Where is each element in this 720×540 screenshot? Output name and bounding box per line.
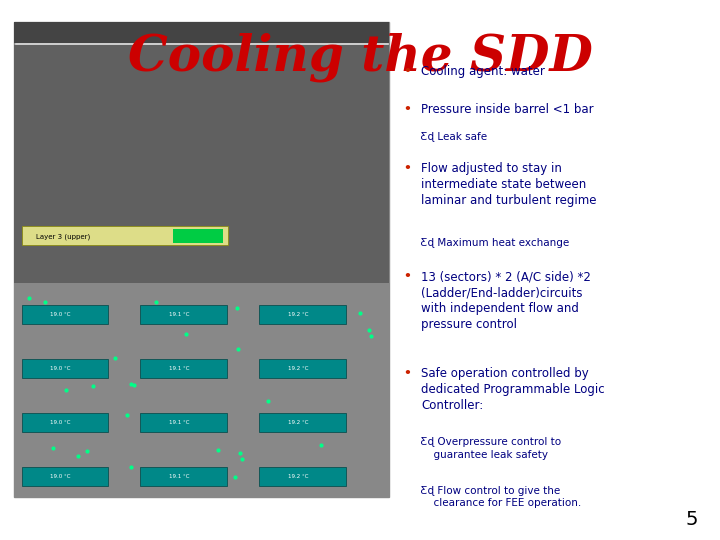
Text: 19.2 °C: 19.2 °C (288, 312, 308, 317)
FancyBboxPatch shape (259, 413, 346, 432)
Text: 19.1 °C: 19.1 °C (169, 366, 189, 371)
FancyBboxPatch shape (140, 413, 227, 432)
Text: 19.0 °C: 19.0 °C (50, 366, 71, 371)
FancyBboxPatch shape (259, 305, 346, 324)
Text: 19.2 °C: 19.2 °C (288, 420, 308, 425)
FancyBboxPatch shape (259, 359, 346, 378)
Text: Cooling the SDD: Cooling the SDD (127, 32, 593, 82)
FancyBboxPatch shape (259, 467, 346, 486)
Text: Ƹɖ Overpressure control to
      guarantee leak safety: Ƹɖ Overpressure control to guarantee lea… (414, 437, 561, 460)
FancyBboxPatch shape (14, 22, 389, 497)
Text: Flow adjusted to stay in
intermediate state between
laminar and turbulent regime: Flow adjusted to stay in intermediate st… (421, 162, 597, 207)
Text: Safe operation controlled by
dedicated Programmable Logic
Controller:: Safe operation controlled by dedicated P… (421, 367, 605, 412)
Text: •: • (403, 367, 410, 380)
Text: 19.0 °C: 19.0 °C (50, 312, 71, 317)
Text: Pressure inside barrel <1 bar: Pressure inside barrel <1 bar (421, 103, 594, 116)
Text: Layer 3 (upper): Layer 3 (upper) (36, 233, 90, 240)
FancyBboxPatch shape (22, 305, 108, 324)
Text: Ƹɖ Flow control to give the
      clearance for FEE operation.: Ƹɖ Flow control to give the clearance fo… (414, 486, 581, 508)
Text: 19.0 °C: 19.0 °C (50, 420, 71, 425)
FancyBboxPatch shape (14, 22, 389, 43)
FancyBboxPatch shape (22, 413, 108, 432)
Text: •: • (403, 270, 410, 283)
FancyBboxPatch shape (14, 45, 389, 283)
Text: 19.0 °C: 19.0 °C (50, 474, 71, 479)
Text: 19.1 °C: 19.1 °C (169, 420, 189, 425)
FancyBboxPatch shape (22, 226, 228, 245)
Text: 13 (sectors) * 2 (A/C side) *2
(Ladder/End-ladder)circuits
with independent flow: 13 (sectors) * 2 (A/C side) *2 (Ladder/E… (421, 270, 591, 331)
Text: •: • (403, 162, 410, 175)
Text: 19.1 °C: 19.1 °C (169, 474, 189, 479)
FancyBboxPatch shape (173, 229, 223, 242)
FancyBboxPatch shape (14, 283, 389, 497)
FancyBboxPatch shape (140, 305, 227, 324)
Text: Ƹɖ Leak safe: Ƹɖ Leak safe (414, 132, 487, 143)
FancyBboxPatch shape (22, 467, 108, 486)
Text: 19.2 °C: 19.2 °C (288, 474, 308, 479)
Text: 19.1 °C: 19.1 °C (169, 312, 189, 317)
FancyBboxPatch shape (140, 359, 227, 378)
Text: Cooling agent: water: Cooling agent: water (421, 65, 545, 78)
FancyBboxPatch shape (140, 467, 227, 486)
Text: 5: 5 (686, 510, 698, 529)
Text: •: • (403, 103, 410, 116)
Text: 19.2 °C: 19.2 °C (288, 366, 308, 371)
FancyBboxPatch shape (22, 359, 108, 378)
Text: •: • (403, 65, 410, 78)
Text: Ƹɖ Maximum heat exchange: Ƹɖ Maximum heat exchange (414, 238, 570, 248)
